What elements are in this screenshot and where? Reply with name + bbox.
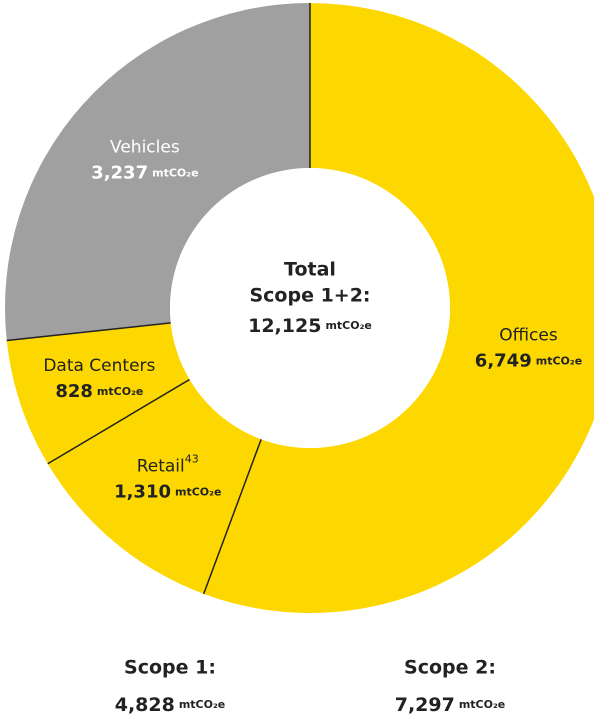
value: 4,828 xyxy=(115,694,175,716)
segment-label: Retail43 xyxy=(137,452,199,476)
unit: mtCO₂e xyxy=(152,167,198,180)
segment-label: Offices xyxy=(499,325,558,345)
unit: mtCO₂e xyxy=(325,319,371,332)
value-label: 3,237 mtCO₂e xyxy=(91,163,198,184)
center-title: Scope 1+2: xyxy=(249,285,370,307)
unit: mtCO₂e xyxy=(97,385,143,398)
segment-name: Retail xyxy=(137,456,185,476)
value: 3,237 xyxy=(91,163,148,184)
unit: mtCO₂e xyxy=(459,698,505,711)
donut-segment xyxy=(47,379,262,594)
value-label: 6,749 mtCO₂e xyxy=(475,350,582,371)
value: 6,749 xyxy=(475,350,532,371)
value: 1,310 xyxy=(114,481,171,502)
center-title: Total xyxy=(284,259,336,281)
scope-name: Scope 2: xyxy=(404,657,496,679)
unit: mtCO₂e xyxy=(536,354,582,367)
value-label: 12,125 mtCO₂e xyxy=(248,315,372,337)
value-label: 828 mtCO₂e xyxy=(55,381,143,402)
segment-divider xyxy=(6,322,171,342)
segment-name: Offices xyxy=(499,325,558,345)
unit: mtCO₂e xyxy=(175,485,221,498)
donut-segment xyxy=(203,3,594,613)
footnote: 43 xyxy=(185,452,199,465)
donut-hole xyxy=(170,168,450,448)
segment-label: Data Centers xyxy=(43,356,155,376)
unit: mtCO₂e xyxy=(179,698,225,711)
scope-name: Scope 1: xyxy=(124,657,216,679)
value: 12,125 xyxy=(248,315,321,337)
value-label: 1,310 mtCO₂e xyxy=(114,481,221,502)
value-label: 4,828 mtCO₂e xyxy=(115,694,226,716)
segment-divider xyxy=(47,378,191,465)
value: 7,297 xyxy=(395,694,455,716)
segment-name: Data Centers xyxy=(43,356,155,376)
segment-divider xyxy=(202,438,262,595)
segment-name: Vehicles xyxy=(110,138,180,158)
value: 828 xyxy=(55,381,93,402)
segment-label: Vehicles xyxy=(110,138,180,158)
value-label: 7,297 mtCO₂e xyxy=(395,694,506,716)
donut-segment xyxy=(6,322,190,464)
donut-segment xyxy=(4,3,310,341)
